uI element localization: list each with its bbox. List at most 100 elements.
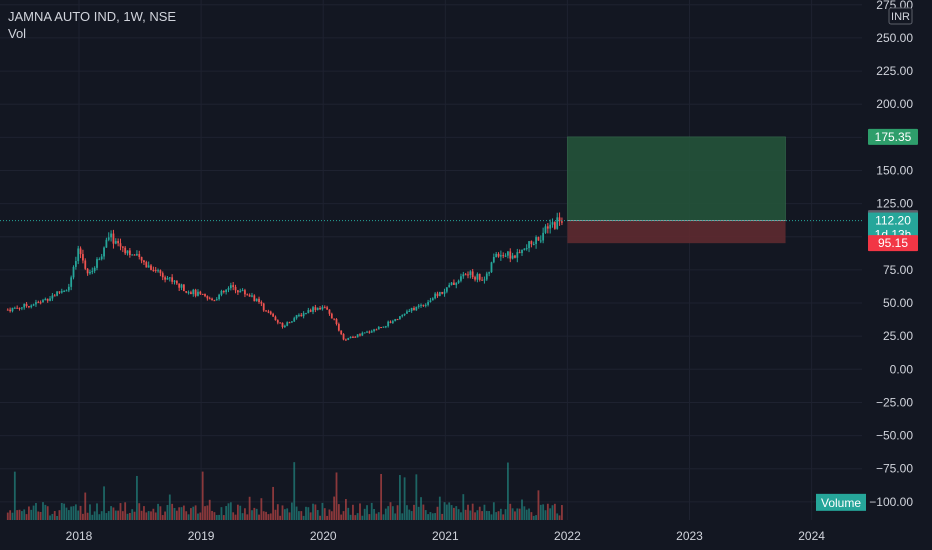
candle-body — [211, 298, 213, 301]
volume-bar — [154, 512, 157, 520]
volume-bar — [530, 512, 533, 520]
volume-bar — [352, 504, 354, 520]
volume-bar — [420, 497, 422, 520]
candle-body — [192, 289, 195, 295]
candle-body — [342, 334, 345, 340]
candle-body — [542, 232, 545, 241]
volume-bar — [166, 504, 169, 520]
candle-body — [279, 322, 282, 324]
candle-body — [521, 249, 523, 254]
symbol-title[interactable]: JAMNA AUTO IND, 1W, NSE — [8, 9, 177, 24]
volume-bar — [438, 496, 441, 520]
price-axis[interactable]: 275.00250.00225.00200.00175.00150.00125.… — [869, 0, 913, 509]
volume-bar — [60, 502, 63, 520]
long-position-tool[interactable] — [567, 136, 786, 244]
candle-body — [164, 277, 166, 280]
volume-bar — [18, 509, 21, 520]
candle-body — [558, 217, 561, 222]
volume-bar — [272, 486, 275, 520]
candle-body — [136, 254, 138, 256]
candle-body — [248, 295, 251, 297]
volume-bar — [70, 506, 73, 520]
candle-body — [253, 295, 256, 302]
stop-price-label-text: 95.15 — [878, 236, 908, 250]
volume-bar — [147, 511, 150, 520]
candle-body — [384, 326, 387, 328]
candle-body — [546, 226, 549, 229]
candle-body — [417, 305, 420, 307]
candle-body — [60, 291, 63, 293]
volume-bar — [112, 507, 115, 520]
volume-bar — [542, 504, 545, 520]
candle-body — [182, 284, 185, 292]
candle-body — [492, 256, 495, 263]
candle-body — [427, 302, 429, 305]
volume-bar — [6, 512, 9, 520]
candle-body — [143, 260, 145, 263]
candle-body — [150, 265, 152, 270]
candle-body — [514, 255, 516, 258]
volume-bar — [556, 513, 559, 520]
candle-body — [178, 283, 181, 288]
volume-bar — [295, 506, 298, 520]
volume-bar — [391, 506, 394, 520]
candle-body — [561, 221, 563, 223]
candle-body — [413, 307, 415, 311]
candle-body — [107, 237, 110, 240]
candle-body — [20, 307, 23, 309]
candle-body — [82, 254, 84, 261]
candle-body — [347, 338, 350, 340]
time-axis[interactable]: 2018 2019 2020 2021 2022 2023 2024 — [66, 529, 826, 543]
volume-bar — [16, 510, 19, 520]
volume-bar — [159, 506, 162, 520]
volume-bar — [558, 515, 561, 520]
candle-body — [488, 272, 491, 274]
volume-bar — [507, 462, 509, 520]
candle-body — [274, 316, 277, 321]
stop-price-label-bg — [868, 235, 918, 252]
volume-bar — [312, 503, 314, 520]
volume-bar — [460, 512, 462, 520]
candle-body — [504, 255, 507, 257]
volume-bar — [28, 506, 30, 520]
candle-body — [281, 322, 284, 327]
volume-label-bg — [816, 493, 866, 511]
candle-body — [49, 298, 51, 301]
candle-body — [103, 247, 105, 257]
candle-body — [389, 321, 392, 323]
candle-body — [537, 237, 540, 241]
candle-body — [171, 277, 174, 282]
volume-bar — [528, 508, 530, 520]
candle-body — [89, 271, 91, 274]
volume-bar — [262, 511, 265, 520]
volume-bar — [11, 512, 14, 520]
candle-body — [67, 286, 70, 291]
volume-bar — [56, 515, 58, 520]
candle-body — [93, 267, 96, 272]
candle-body — [283, 325, 286, 327]
candle-body — [307, 310, 310, 314]
volume-bar — [488, 511, 491, 520]
volume-bar — [175, 510, 178, 520]
volume-bar — [49, 515, 51, 520]
volume-bar — [182, 505, 185, 520]
candle-body — [448, 284, 451, 288]
volume-bar — [35, 503, 37, 520]
candle-body — [401, 315, 404, 317]
candle-body — [556, 217, 559, 229]
volume-bar — [232, 512, 235, 520]
candle-body — [335, 319, 338, 325]
candle-body — [112, 233, 115, 244]
currency-badge: INR — [888, 7, 913, 25]
candle-body — [234, 286, 237, 291]
volume-bar — [535, 515, 537, 520]
candle-body — [86, 268, 89, 274]
volume-bar — [161, 515, 164, 520]
volume-indicator-title[interactable]: Vol — [8, 26, 27, 41]
candle-body — [539, 240, 542, 242]
candle-body — [128, 250, 131, 256]
volume-bar — [63, 503, 66, 520]
volume-bar — [366, 505, 368, 520]
